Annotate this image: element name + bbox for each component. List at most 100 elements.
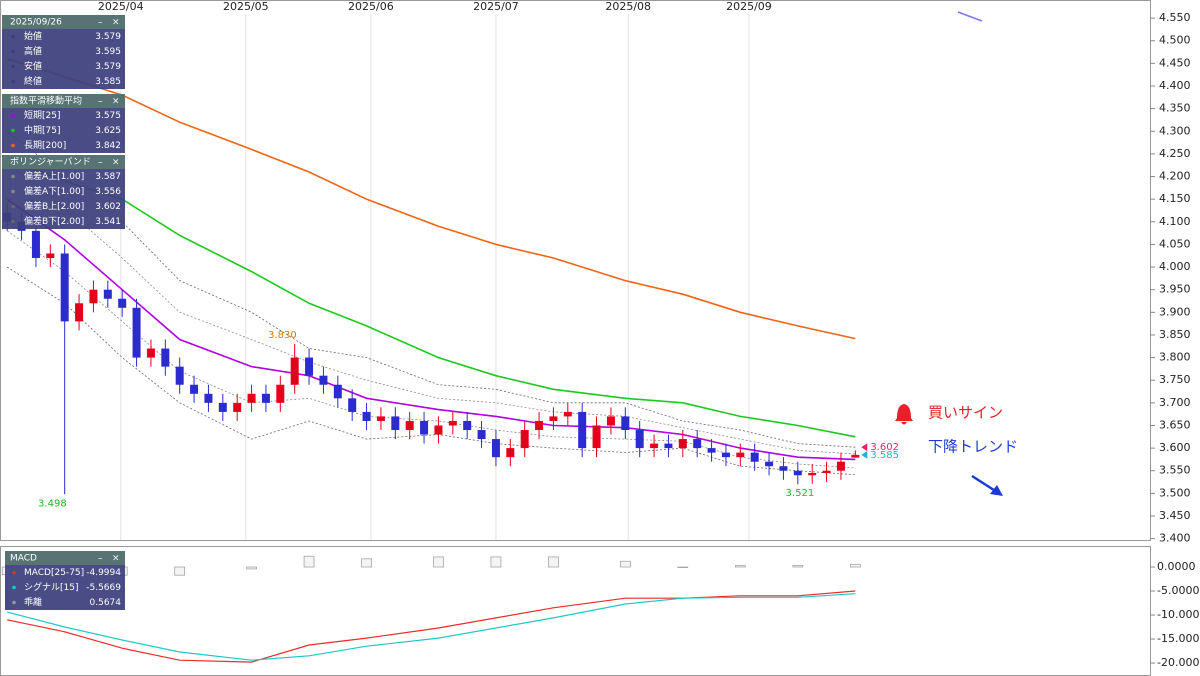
histogram-bar — [433, 556, 444, 568]
candle-body — [391, 416, 400, 431]
candle-body — [290, 357, 299, 385]
main-frame — [0, 0, 1151, 541]
y-tick-label: 0.0000 — [1157, 560, 1196, 573]
price-tag-marker — [861, 450, 868, 459]
panel-minimize[interactable]: – — [98, 97, 103, 107]
candle-body — [348, 398, 357, 412]
panel-close[interactable]: × — [112, 158, 120, 168]
x-tick-label: 2025/07 — [473, 0, 519, 13]
legend-dot — [11, 189, 15, 194]
candle-body — [190, 384, 199, 394]
candle-body — [549, 416, 558, 421]
legend-dot — [12, 585, 16, 590]
candle-body — [204, 393, 213, 403]
legend-dot — [11, 64, 15, 69]
candle-body — [563, 411, 572, 417]
indicator-line — [6, 198, 856, 461]
panel-close[interactable]: × — [112, 97, 120, 107]
candle-body — [721, 452, 730, 458]
candle-body — [362, 411, 371, 421]
candle-body — [664, 443, 673, 449]
y-tick-label: 4.500 — [1159, 34, 1191, 47]
histogram-bar — [246, 566, 257, 570]
price-annotation: 3.498 — [38, 498, 67, 509]
panel-minimize[interactable]: – — [98, 554, 103, 564]
y-tick-label: 3.800 — [1159, 351, 1191, 364]
y-tick-label: 4.300 — [1159, 124, 1191, 137]
y-tick-label: 4.100 — [1159, 215, 1191, 228]
candle-body — [31, 230, 40, 259]
bell-icon — [895, 404, 913, 425]
x-tick-label: 2025/08 — [605, 0, 651, 13]
candle-body — [89, 289, 98, 304]
candle-body — [118, 298, 127, 308]
candle-body — [822, 470, 831, 474]
histogram-bar — [677, 566, 689, 568]
y-tick-label: -10.0000 — [1157, 608, 1200, 621]
indicator-line — [6, 162, 856, 455]
candle-body — [650, 443, 659, 449]
candle-body — [592, 425, 601, 449]
panel-close[interactable]: × — [112, 554, 120, 564]
candle-body — [175, 366, 184, 385]
panel-header — [2, 94, 125, 108]
macd-frame — [0, 546, 1151, 676]
candle-body — [261, 393, 270, 403]
panel-value: -4.9994 — [86, 568, 121, 578]
trend-arrowhead — [990, 485, 1003, 496]
panel-body — [2, 29, 125, 89]
panel-value: 3.595 — [95, 47, 121, 57]
y-tick-label: 3.600 — [1159, 441, 1191, 454]
y-tick-label: 3.400 — [1159, 532, 1191, 545]
panel-minimize[interactable]: – — [98, 158, 103, 168]
candle-body — [793, 470, 802, 476]
candle-body — [218, 402, 227, 412]
candle-body — [60, 253, 69, 322]
panel-close[interactable]: × — [112, 18, 120, 28]
candle-body — [621, 416, 630, 431]
panel-header — [2, 15, 125, 29]
panel-label: MACD[25-75] — [24, 568, 84, 578]
y-tick-label: 3.700 — [1159, 396, 1191, 409]
y-tick-label: 4.150 — [1159, 192, 1191, 205]
indicator-line — [6, 58, 856, 340]
candle-body — [161, 348, 170, 367]
price-tag: 3.602 — [870, 442, 899, 453]
panel-label: シグナル[15] — [24, 581, 78, 593]
candle-body — [103, 289, 112, 299]
price-tag: 3.585 — [870, 450, 899, 461]
candle-body — [808, 473, 817, 476]
panel-value: 3.575 — [95, 111, 121, 121]
indicator-line — [6, 157, 856, 438]
histogram-bar — [548, 556, 559, 568]
candle-body — [420, 420, 429, 435]
panel-value: 3.602 — [95, 202, 121, 212]
price-annotation: 3.830 — [268, 330, 297, 341]
candle-body — [376, 416, 385, 421]
histogram-bar — [792, 565, 804, 568]
panel-minimize[interactable]: – — [98, 18, 103, 28]
candle-body — [678, 439, 687, 449]
y-tick-label: 3.650 — [1159, 418, 1191, 431]
panel-label: 安値 — [24, 60, 42, 72]
panel-value: 3.587 — [95, 172, 121, 182]
indicator-line — [6, 230, 856, 469]
trend-line — [957, 11, 983, 22]
macd-line — [7, 593, 856, 661]
candle-body — [46, 253, 55, 259]
y-tick-label: -15.0000 — [1157, 632, 1200, 645]
candle-body — [707, 448, 716, 453]
legend-dot — [12, 600, 16, 605]
histogram-bar — [490, 556, 502, 568]
panel-value: 0.5674 — [90, 598, 122, 608]
panel-label: 短期[25] — [24, 109, 60, 121]
legend-dot — [12, 570, 16, 575]
legend-dot — [11, 49, 15, 54]
panel-title: 2025/09/26 — [10, 18, 62, 28]
y-tick-label: 3.500 — [1159, 486, 1191, 499]
panel-value: 3.579 — [95, 32, 121, 42]
x-tick-label: 2025/09 — [726, 0, 772, 13]
candle-body — [520, 430, 529, 449]
y-tick-label: 3.750 — [1159, 373, 1191, 386]
